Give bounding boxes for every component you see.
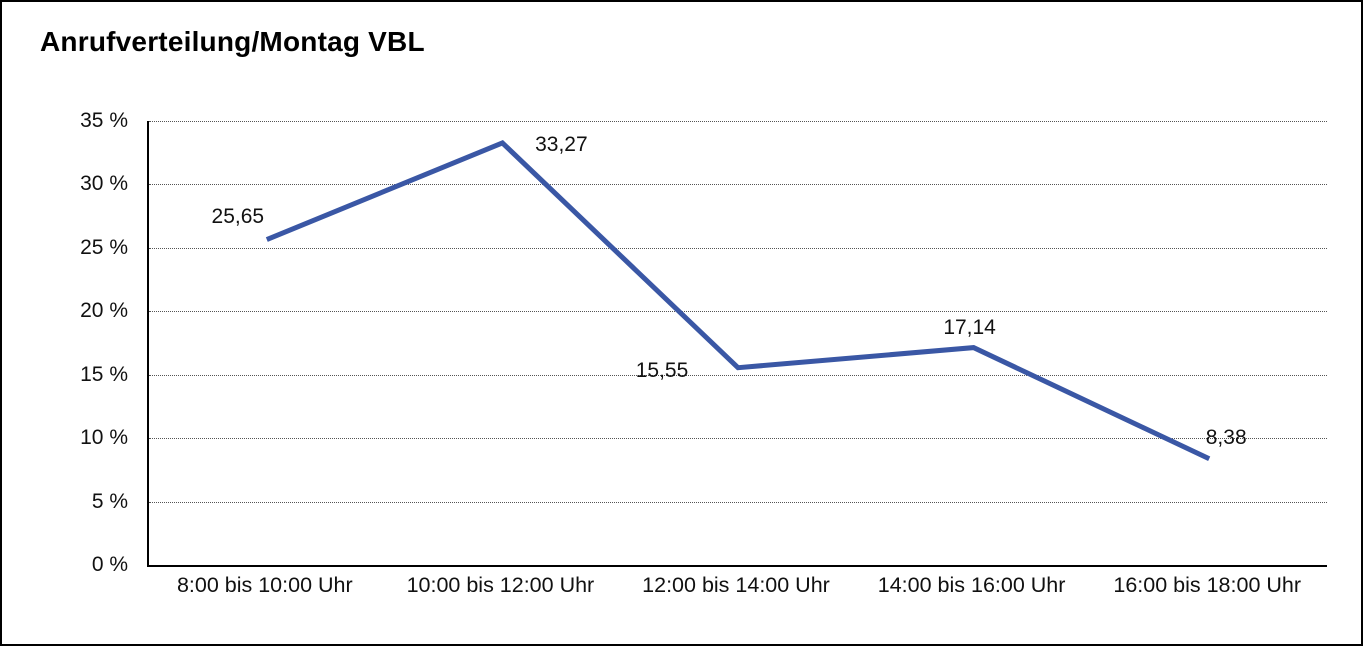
data-point-label: 8,38 bbox=[1205, 425, 1247, 449]
y-tick-label: 30 % bbox=[80, 172, 128, 196]
data-line bbox=[265, 139, 1211, 461]
data-point-label: 25,65 bbox=[211, 204, 265, 228]
y-tick-label: 35 % bbox=[80, 109, 128, 132]
y-tick-label: 10 % bbox=[80, 426, 128, 450]
x-tick-label: 14:00 bis 16:00 Uhr bbox=[877, 573, 1066, 597]
y-tick-label: 20 % bbox=[80, 299, 128, 323]
gridline-25% bbox=[149, 247, 1327, 249]
gridline-35% bbox=[149, 121, 1327, 122]
x-tick-label: 8:00 bis 10:00 Uhr bbox=[176, 573, 353, 597]
y-tick-label: 15 % bbox=[80, 362, 128, 386]
gridline-10% bbox=[149, 438, 1327, 440]
y-axis-tick-labels: 0 % 5 % 10 % 15 % 20 % 25 % 30 % 35 % bbox=[2, 109, 128, 576]
x-axis-tick-labels: 8:00 bis 10:00 Uhr 10:00 bis 12:00 Uhr 12:… bbox=[147, 573, 1325, 603]
data-point-label: 15,55 bbox=[635, 358, 689, 382]
chart-title: Anrufverteilung/Montag VBL bbox=[40, 26, 425, 57]
plot-area: 25,65 33,27 15,55 17,14 8,38 bbox=[147, 121, 1327, 567]
y-tick-label: 25 % bbox=[80, 235, 128, 259]
data-point-label: 33,27 bbox=[535, 132, 588, 156]
gridline-30% bbox=[149, 184, 1327, 186]
x-tick-label: 16:00 bis 18:00 Uhr bbox=[1113, 573, 1302, 597]
x-tick-label: 10:00 bis 12:00 Uhr bbox=[406, 573, 595, 597]
x-tick-label: 12:00 bis 14:00 Uhr bbox=[642, 573, 830, 597]
gridline-5% bbox=[149, 501, 1327, 503]
data-point-label: 17,14 bbox=[943, 315, 996, 339]
gridline-15% bbox=[149, 374, 1327, 376]
data-line-svg bbox=[265, 139, 1211, 461]
y-tick-label: 5 % bbox=[91, 489, 128, 513]
gridline-20% bbox=[149, 311, 1327, 313]
y-tick-label: 0 % bbox=[91, 553, 128, 576]
